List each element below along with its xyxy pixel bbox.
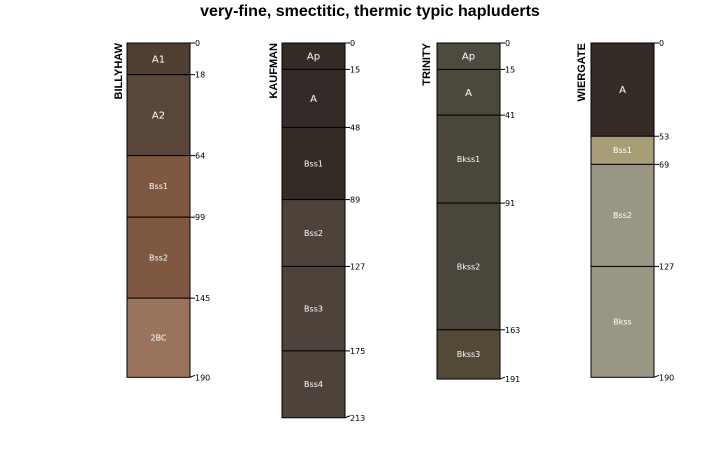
horizon-label: Bkss3: [457, 350, 481, 359]
depth-label: 190: [659, 373, 674, 382]
depth-label: 99: [195, 213, 205, 222]
horizon-label: Bkss1: [457, 155, 481, 164]
horizon-label: Ap: [307, 52, 320, 63]
depth-label: 48: [350, 123, 360, 132]
soil-profile-wiergate: WIERGATE A Bss1 Bss2 Bkss 0 53 69 127 190: [576, 39, 674, 382]
profile-name: TRINITY: [421, 42, 433, 85]
horizon-a: [436, 68, 501, 116]
profiles-group: BILLYHAW A1 A2 Bss1 Bss2 2BC 0 18 64 99 145 190 KAUF…: [113, 39, 674, 423]
soil-profile-billyhaw: BILLYHAW A1 A2 Bss1 Bss2 2BC 0 18 64 99 145 190: [113, 39, 210, 382]
horizon-label: Bss1: [304, 159, 323, 168]
depth-label: 145: [195, 294, 210, 303]
profile-name: BILLYHAW: [113, 42, 125, 99]
horizon-label: A: [619, 85, 626, 96]
depth-label: 53: [659, 132, 669, 141]
depth-label: 0: [659, 39, 664, 48]
horizon-2bc: [126, 297, 191, 378]
horizon-label: A: [465, 88, 472, 99]
depth-label: 127: [350, 262, 365, 271]
horizon-label: A: [310, 94, 317, 105]
depth-label: 64: [195, 152, 205, 161]
horizon-label: Bss2: [149, 253, 168, 262]
horizon-bss1: [590, 135, 655, 165]
depth-label: 0: [505, 39, 510, 48]
horizon-label: 2BC: [150, 334, 166, 343]
profile-name: KAUFMAN: [268, 43, 280, 99]
horizon-label: Ap: [462, 52, 475, 63]
depth-label: 190: [195, 373, 210, 382]
depth-label: 0: [350, 39, 355, 48]
depth-tick: [344, 415, 351, 419]
horizon-bss1: [126, 155, 191, 218]
horizon-a2: [126, 74, 191, 157]
horizon-ap: [281, 42, 346, 70]
horizon-label: A2: [152, 111, 165, 122]
depth-label: 15: [505, 65, 515, 74]
horizon-a1: [126, 42, 191, 76]
profile-name: WIERGATE: [576, 43, 588, 101]
depth-label: 69: [659, 160, 669, 169]
depth-label: 163: [505, 326, 520, 335]
horizon-bss2: [126, 216, 191, 299]
soil-profile-kaufman: KAUFMAN Ap A Bss1 Bss2 Bss3 Bss4 0 15 48 89 127 175 2…: [268, 39, 365, 423]
horizon-bss1: [281, 126, 346, 201]
horizon-label: Bss1: [149, 182, 168, 191]
horizon-label: Bss3: [304, 304, 323, 313]
depth-label: 91: [505, 199, 515, 208]
horizon-bkss: [590, 265, 655, 378]
horizon-bss3: [281, 265, 346, 352]
horizon-label: Bss2: [304, 229, 323, 238]
horizon-bss2: [590, 163, 655, 267]
figure-title: very-fine, smectitic, thermic typic hapl…: [200, 3, 540, 20]
horizon-label: Bkss2: [457, 262, 481, 271]
depth-tick: [499, 376, 506, 380]
horizon-label: Bss1: [613, 146, 632, 155]
horizon-label: Bkss: [613, 318, 631, 327]
depth-label: 18: [195, 71, 205, 80]
horizon-bkss3: [436, 329, 501, 380]
depth-tick: [189, 374, 196, 378]
depth-label: 191: [505, 375, 520, 384]
depth-label: 41: [505, 111, 515, 120]
horizon-a: [281, 68, 346, 128]
depth-tick: [653, 374, 660, 378]
horizon-label: A1: [152, 54, 165, 65]
horizon-bkss1: [436, 114, 501, 204]
depth-label: 0: [195, 39, 200, 48]
depth-label: 213: [350, 414, 365, 423]
horizon-bss4: [281, 350, 346, 419]
horizon-label: Bss4: [304, 380, 323, 389]
depth-label: 15: [350, 65, 360, 74]
horizon-label: Bss2: [613, 211, 632, 220]
soil-profile-trinity: TRINITY Ap A Bkss1 Bkss2 Bkss3 0 15 41 91 163 191: [421, 39, 520, 384]
horizon-bkss2: [436, 202, 501, 331]
depth-label: 127: [659, 262, 674, 271]
depth-label: 175: [350, 347, 365, 356]
horizon-a: [590, 42, 655, 137]
depth-label: 89: [350, 196, 360, 205]
